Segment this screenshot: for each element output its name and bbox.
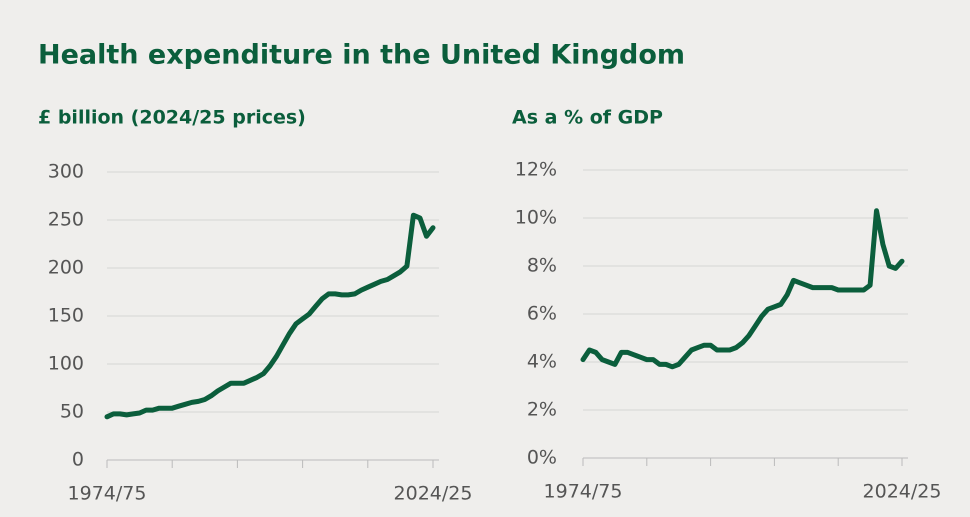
y-tick-label: 10% xyxy=(515,207,557,229)
x-tick-label: 2024/25 xyxy=(863,481,942,503)
y-tick-label: 300 xyxy=(48,161,84,183)
chart-subtitle: £ billion (2024/25 prices) xyxy=(38,107,306,129)
page-title: Health expenditure in the United Kingdom xyxy=(38,40,685,71)
y-tick-label: 0% xyxy=(527,447,557,469)
y-tick-label: 2% xyxy=(527,399,557,421)
y-tick-label: 4% xyxy=(527,351,557,373)
y-tick-label: 12% xyxy=(515,159,557,181)
data-line xyxy=(580,208,905,370)
chart-subtitle: As a % of GDP xyxy=(512,107,663,129)
x-tick-label: 1974/75 xyxy=(544,481,623,503)
y-tick-label: 250 xyxy=(48,209,84,231)
y-tick-label: 50 xyxy=(60,401,84,423)
y-tick-label: 200 xyxy=(48,257,84,279)
y-tick-label: 150 xyxy=(48,305,84,327)
y-tick-label: 100 xyxy=(48,353,84,375)
y-tick-label: 8% xyxy=(527,255,557,277)
x-tick-label: 2024/25 xyxy=(394,483,473,505)
x-tick-label: 1974/75 xyxy=(68,483,147,505)
data-line xyxy=(104,212,436,420)
y-tick-label: 6% xyxy=(527,303,557,325)
y-tick-label: 0 xyxy=(72,449,84,471)
